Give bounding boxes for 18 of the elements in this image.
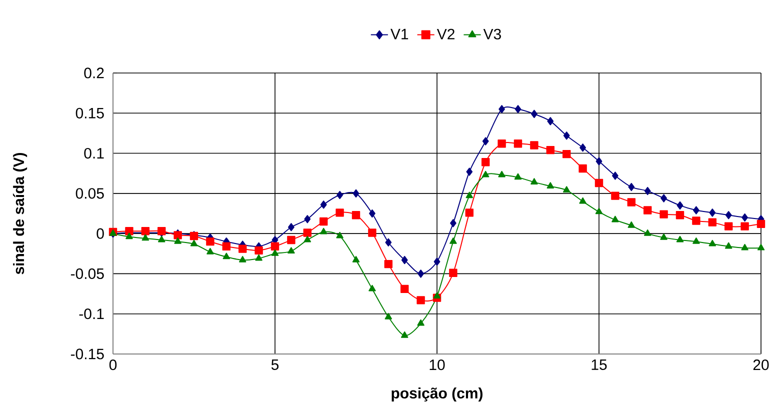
y-tick-label: 0.05 — [76, 188, 104, 199]
y-tick-label: -0.15 — [70, 348, 104, 360]
y-tick-label: 0.2 — [84, 68, 104, 78]
legend-label: V1 — [390, 28, 408, 40]
y-axis-title: sinal de saída (V) — [12, 152, 28, 274]
x-tick-label: 10 — [430, 360, 445, 370]
y-tick-label: -0.1 — [79, 308, 104, 320]
x-tick-label: 5 — [271, 360, 279, 370]
y-tick-label: 0.1 — [84, 148, 104, 159]
y-tick-label: -0.05 — [70, 268, 104, 280]
x-tick-label: 0 — [109, 360, 117, 370]
legend-label: V3 — [483, 28, 501, 40]
x-tick-label: 15 — [592, 360, 607, 370]
legend-label: V2 — [436, 28, 454, 40]
x-axis-title: posição (cm) — [392, 388, 482, 402]
y-tick-label: 0 — [96, 228, 104, 239]
x-tick-label: 20 — [753, 360, 769, 370]
y-tick-label: 0.15 — [76, 108, 104, 118]
